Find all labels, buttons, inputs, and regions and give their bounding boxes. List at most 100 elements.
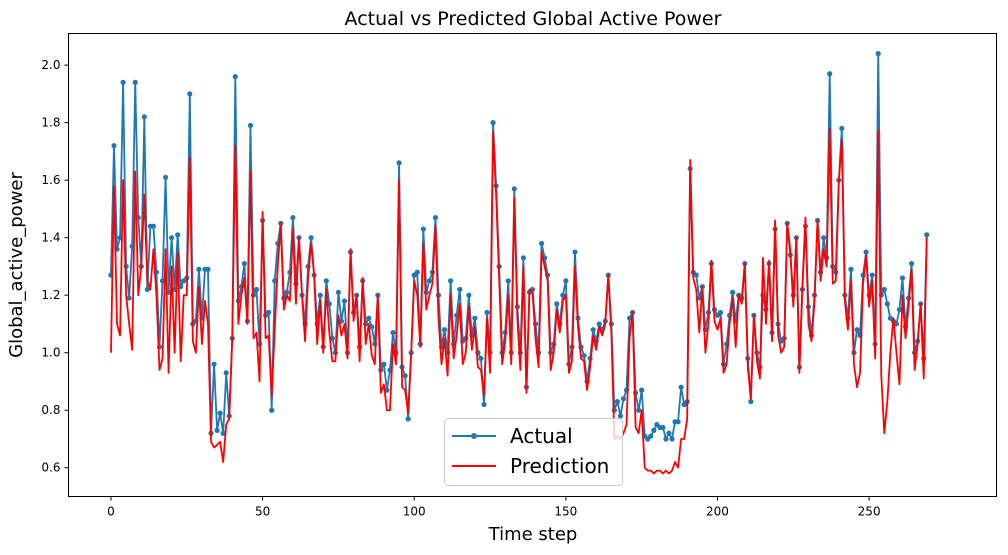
data-point xyxy=(730,289,736,295)
data-point xyxy=(220,430,226,436)
series-line-prediction xyxy=(110,127,928,475)
y-tick-label: 1.0 xyxy=(41,346,60,360)
data-point xyxy=(426,278,432,284)
data-point xyxy=(908,260,915,267)
x-tick-label: 100 xyxy=(403,505,426,519)
x-tick-label: 0 xyxy=(107,505,115,519)
data-point xyxy=(617,413,624,419)
data-point xyxy=(390,329,396,336)
data-point xyxy=(554,301,560,307)
data-point xyxy=(284,289,290,295)
data-point xyxy=(581,352,587,359)
data-point xyxy=(884,301,890,307)
data-point xyxy=(660,424,666,431)
y-tick-label: 2.0 xyxy=(41,58,60,72)
data-point xyxy=(899,275,906,281)
data-point xyxy=(875,51,881,57)
data-point xyxy=(247,122,254,129)
data-point xyxy=(323,278,329,284)
data-point xyxy=(241,260,247,267)
x-tick-label: 200 xyxy=(706,505,729,519)
data-point xyxy=(175,232,181,238)
plot-area-frame xyxy=(68,33,997,497)
data-point xyxy=(678,384,684,390)
data-point xyxy=(663,436,669,442)
y-tick-label: 1.4 xyxy=(41,231,60,245)
data-point xyxy=(272,278,278,284)
legend: Actual Prediction xyxy=(444,418,623,486)
data-point xyxy=(636,407,642,413)
data-point xyxy=(893,321,900,327)
data-point xyxy=(414,269,420,275)
y-tick-label: 1.6 xyxy=(41,173,60,187)
x-axis-label: Time step xyxy=(488,524,578,545)
data-point xyxy=(253,286,260,293)
data-point xyxy=(132,79,138,85)
data-point xyxy=(827,71,833,77)
data-point xyxy=(881,286,887,293)
data-point xyxy=(187,91,193,97)
data-point xyxy=(478,355,484,362)
data-point xyxy=(335,289,342,295)
data-point xyxy=(211,361,217,367)
data-point xyxy=(669,436,675,442)
data-point xyxy=(651,427,657,433)
data-point xyxy=(329,335,335,341)
data-point xyxy=(432,214,439,221)
data-point xyxy=(150,223,157,229)
data-point xyxy=(402,373,408,379)
data-point xyxy=(648,433,654,439)
data-point xyxy=(896,306,903,313)
series-layer xyxy=(108,51,930,475)
data-point xyxy=(217,410,223,416)
data-point xyxy=(848,266,854,272)
data-point xyxy=(821,235,827,241)
data-point xyxy=(520,255,527,261)
y-axis-label: Global_active_power xyxy=(6,172,27,358)
data-point xyxy=(169,235,175,241)
data-point xyxy=(448,278,454,284)
data-point xyxy=(126,295,132,301)
data-point xyxy=(308,235,314,241)
data-point xyxy=(511,186,517,192)
data-point xyxy=(214,427,220,433)
data-point xyxy=(639,387,645,393)
data-point xyxy=(539,240,545,247)
data-point xyxy=(266,309,272,316)
data-point xyxy=(924,232,930,238)
x-tick-label: 150 xyxy=(554,505,577,519)
x-tick-label: 50 xyxy=(255,505,270,519)
data-point xyxy=(196,266,202,272)
data-point xyxy=(144,286,150,293)
data-point xyxy=(596,321,602,327)
data-point xyxy=(839,125,845,131)
data-point xyxy=(290,214,296,221)
data-point xyxy=(420,226,426,232)
data-point xyxy=(717,309,724,316)
data-point xyxy=(223,370,229,376)
data-point xyxy=(441,327,448,333)
data-point xyxy=(366,315,372,321)
data-point xyxy=(675,419,681,425)
legend-label-prediction: Prediction xyxy=(510,454,609,478)
data-point xyxy=(381,361,387,367)
data-point xyxy=(269,407,275,413)
legend-marker-actual xyxy=(471,433,477,439)
data-point xyxy=(457,286,463,293)
data-point xyxy=(563,278,569,284)
data-point xyxy=(317,292,323,298)
data-point xyxy=(854,327,860,333)
y-tick-label: 0.6 xyxy=(41,461,60,475)
y-axis: 0.6 0.8 1.0 1.2 1.4 1.6 1.8 2.0 xyxy=(41,58,69,475)
chart-title: Actual vs Predicted Global Active Power xyxy=(345,8,722,30)
data-point xyxy=(396,160,402,166)
legend-label-actual: Actual xyxy=(510,424,573,448)
data-point xyxy=(141,114,147,120)
data-point xyxy=(111,143,117,149)
data-point xyxy=(693,272,699,278)
x-tick-label: 250 xyxy=(858,505,881,519)
x-axis: 0 50 100 150 200 250 xyxy=(107,496,881,519)
data-point xyxy=(614,399,621,405)
data-point xyxy=(748,399,754,405)
